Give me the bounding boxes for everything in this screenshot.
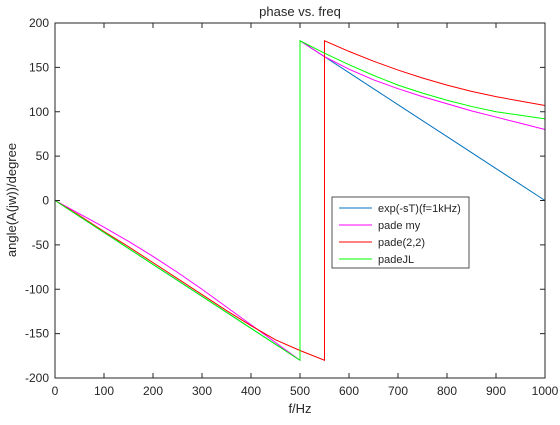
x-tick-label: 500 <box>290 384 310 398</box>
legend-entry-1: pade my <box>378 220 421 232</box>
y-tick-label: 200 <box>29 16 49 30</box>
y-axis-label: angle(A(jw))/degree <box>4 143 19 257</box>
x-tick-label: 400 <box>241 384 261 398</box>
legend-entry-2: pade(2,2) <box>378 237 425 249</box>
y-tick-label: 150 <box>29 60 49 74</box>
x-tick-label: 300 <box>192 384 212 398</box>
y-tick-label: -50 <box>32 238 50 252</box>
series-line-3 <box>54 39 546 362</box>
x-tick-label: 1000 <box>532 384 559 398</box>
ticks-layer: 0 100 200 300 400 500 600 700 800 900 1000-200-150… <box>25 16 559 398</box>
y-tick-label: 0 <box>42 194 49 208</box>
x-tick-label: 800 <box>437 384 457 398</box>
x-tick-label: 100 <box>94 384 114 398</box>
x-tick-label: 200 <box>143 384 163 398</box>
axes-box <box>54 22 546 379</box>
x-tick-label: 0 <box>52 384 59 398</box>
series-line-2 <box>54 39 546 361</box>
x-tick-label: 700 <box>388 384 408 398</box>
legend-entry-0: exp(-sT)(f=1kHz) <box>378 203 461 215</box>
legend-entry-3: padeJL <box>378 254 414 266</box>
series-layer <box>54 39 546 362</box>
chart-title: phase vs. freq <box>259 4 341 19</box>
y-tick-label: 50 <box>36 149 50 163</box>
legend: exp(-sT)(f=1kHz) pade my pade(2,2) padeJL <box>331 196 470 269</box>
y-tick-label: 100 <box>29 105 49 119</box>
legend-box <box>331 196 470 269</box>
y-tick-label: -150 <box>25 327 49 341</box>
y-tick-label: -100 <box>25 282 49 296</box>
x-tick-label: 900 <box>486 384 506 398</box>
x-axis-label: f/Hz <box>288 401 311 416</box>
y-tick-label: -200 <box>25 371 49 385</box>
x-tick-label: 600 <box>339 384 359 398</box>
